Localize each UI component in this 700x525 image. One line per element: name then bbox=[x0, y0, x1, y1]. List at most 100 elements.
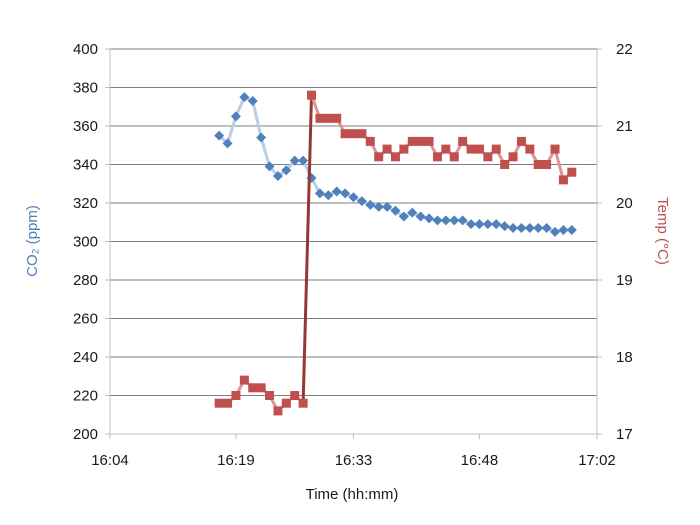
x-tick-label: 16:04 bbox=[91, 452, 129, 469]
co2-point bbox=[550, 226, 561, 237]
co2-point bbox=[440, 215, 451, 226]
temp-point bbox=[424, 136, 434, 146]
y-left-tick-label: 300 bbox=[73, 234, 98, 251]
tick-labels: 200 220 240 260 280 300 320 340 360 380 400 17 18 19 2… bbox=[73, 41, 633, 469]
temp-point bbox=[399, 144, 409, 154]
co2-point bbox=[541, 223, 552, 234]
temp-point bbox=[323, 113, 333, 123]
temp-point bbox=[256, 383, 266, 393]
temp-point bbox=[332, 113, 342, 123]
y-left-tick-label: 320 bbox=[73, 195, 98, 212]
temp-point bbox=[223, 398, 233, 408]
co2-point bbox=[222, 138, 233, 149]
co2-point bbox=[348, 192, 359, 203]
co2-point bbox=[508, 223, 519, 234]
y-left-tick-label: 280 bbox=[73, 272, 98, 289]
y-left-tick-label: 220 bbox=[73, 388, 98, 405]
y-left-tick-label: 380 bbox=[73, 80, 98, 97]
temp-point bbox=[298, 398, 308, 408]
y-left-tick-label: 360 bbox=[73, 118, 98, 135]
temp-point bbox=[365, 136, 375, 146]
temp-point bbox=[265, 391, 275, 400]
co2-point bbox=[457, 215, 468, 226]
temp-point bbox=[483, 152, 493, 162]
x-axis-title: Time (hh:mm) bbox=[306, 486, 399, 503]
temp-point bbox=[432, 152, 442, 162]
co2-point bbox=[272, 171, 283, 182]
co2-line-segment bbox=[251, 99, 263, 140]
co2-point bbox=[289, 155, 300, 166]
y-axis-left-title: CO₂ (ppm) bbox=[24, 205, 41, 277]
co2-point bbox=[331, 186, 342, 197]
co2-point bbox=[390, 205, 401, 216]
temp-line-segment bbox=[301, 93, 314, 405]
y-left-tick-label: 400 bbox=[73, 41, 98, 58]
temp-point bbox=[273, 406, 283, 416]
co2-point bbox=[298, 155, 309, 166]
co2-point bbox=[264, 161, 275, 172]
temp-point bbox=[441, 144, 451, 154]
co2-point bbox=[373, 201, 384, 212]
gridlines bbox=[110, 48, 597, 396]
temp-point bbox=[525, 144, 535, 154]
temp-point bbox=[542, 160, 552, 169]
co2-point bbox=[407, 207, 418, 218]
co2-point bbox=[466, 219, 477, 230]
y-right-tick-label: 19 bbox=[616, 272, 633, 289]
co2-point bbox=[365, 199, 376, 210]
temp-point bbox=[416, 136, 426, 146]
temp-point bbox=[508, 152, 518, 162]
x-tick-label: 16:33 bbox=[335, 452, 373, 469]
temp-point bbox=[500, 160, 510, 169]
temp-point bbox=[357, 129, 367, 139]
temp-point bbox=[374, 152, 384, 162]
co2-point bbox=[558, 224, 569, 235]
co2-point bbox=[516, 223, 527, 234]
temp-series bbox=[214, 90, 577, 416]
co2-point bbox=[256, 132, 267, 143]
co2-point bbox=[323, 190, 334, 201]
y-left-tick-label: 240 bbox=[73, 349, 98, 366]
y-axis-right-title: Temp (°C) bbox=[654, 197, 671, 265]
co2-series bbox=[214, 92, 577, 237]
temp-point bbox=[349, 129, 358, 139]
co2-point bbox=[398, 211, 409, 222]
co2-point bbox=[499, 221, 510, 232]
temp-point bbox=[231, 391, 241, 400]
y-right-tick-label: 20 bbox=[616, 195, 633, 212]
temp-point bbox=[558, 175, 568, 185]
co2-point bbox=[449, 215, 460, 226]
co2-point bbox=[230, 111, 241, 122]
temp-point bbox=[567, 167, 577, 177]
temp-point bbox=[550, 144, 560, 154]
temp-point bbox=[466, 144, 476, 154]
co2-point bbox=[314, 188, 325, 199]
temp-point bbox=[315, 113, 325, 123]
co2-line-segment bbox=[226, 114, 238, 145]
temp-point bbox=[248, 383, 258, 393]
x-tick-label: 17:02 bbox=[578, 452, 616, 469]
temp-point bbox=[382, 144, 392, 154]
co2-point bbox=[566, 224, 577, 235]
x-tick-label: 16:48 bbox=[461, 452, 499, 469]
co2-point bbox=[424, 213, 435, 224]
axes bbox=[105, 48, 602, 439]
co2-point bbox=[491, 219, 502, 230]
y-right-tick-label: 22 bbox=[616, 41, 633, 58]
series bbox=[214, 90, 577, 416]
temp-point bbox=[307, 90, 317, 100]
co2-point bbox=[415, 211, 426, 222]
co2-point bbox=[239, 92, 250, 103]
temp-point bbox=[474, 144, 484, 154]
temp-point bbox=[491, 144, 501, 154]
co2-point bbox=[281, 165, 292, 176]
co2-point bbox=[214, 130, 225, 141]
co2-point bbox=[340, 188, 351, 199]
y-right-tick-label: 18 bbox=[616, 349, 633, 366]
co2-point bbox=[474, 219, 485, 230]
y-right-tick-label: 17 bbox=[616, 426, 633, 443]
y-left-tick-label: 200 bbox=[73, 426, 98, 443]
temp-line-segment bbox=[553, 147, 565, 182]
